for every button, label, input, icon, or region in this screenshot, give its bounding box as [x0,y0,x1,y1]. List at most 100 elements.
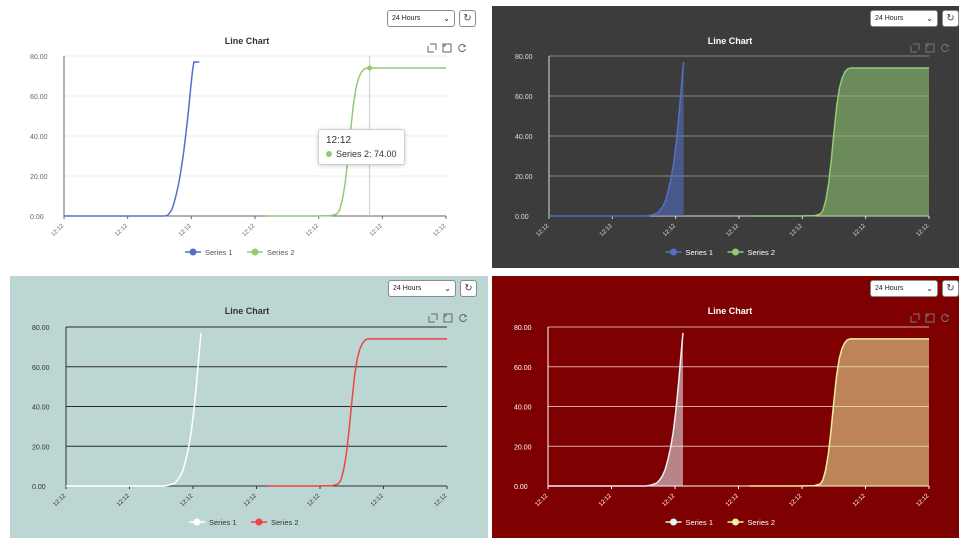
chevron-down-icon: ⌄ [444,284,451,293]
restore-icon [941,314,950,323]
tooltip-value: Series 2: 74.00 [336,149,397,159]
time-range-label: 24 Hours [393,285,422,292]
series-line-1 [548,332,684,487]
series-line-1 [66,332,202,487]
y-tick-label: 20.00 [32,444,50,451]
restore-icon [459,314,468,323]
legend-marker [732,248,739,256]
zoom-reset-tool[interactable] [443,310,453,328]
series-line-2 [267,338,447,487]
zoom-icon [910,313,920,323]
series-area-2 [749,338,929,486]
x-tick-label: 12:12 [852,493,867,508]
legend-item-series-1[interactable]: Series 1 [665,518,714,527]
refresh-button[interactable]: ↻ [942,280,959,297]
x-tick-label: 12:12 [114,223,129,238]
legend-label: Series 1 [686,248,714,257]
time-range-select[interactable]: 24 Hours ⌄ [388,280,456,297]
x-tick-label: 12:12 [916,223,931,238]
restore-tool[interactable] [458,310,468,328]
legend-marker [193,518,201,526]
toolbox [427,40,467,58]
tooltip-time: 12:12 [326,135,352,146]
y-tick-label: 40.00 [514,405,532,412]
x-tick-label: 12:12 [369,223,384,238]
zoom-reset-tool[interactable] [925,310,935,328]
chevron-down-icon: ⌄ [926,14,933,23]
time-range-select[interactable]: 24 Hours ⌄ [870,280,938,297]
legend-label: Series 1 [205,248,233,257]
y-tick-label: 80.00 [30,54,48,61]
x-tick-label: 12:12 [599,223,614,238]
legend-label: Series 2 [748,248,776,257]
zoom-tool[interactable] [428,310,438,328]
toolbox [910,310,950,328]
legend-item-series-2[interactable]: Series 2 [727,518,776,527]
y-tick-label: 40.00 [515,134,533,141]
zoom-reset-tool[interactable] [925,40,935,58]
y-tick-label: 20.00 [30,174,48,181]
chart-panel-red: 24 Hours ⌄ ↻ Line Chart 0.00 20.00 40.00 60.00 8… [492,276,959,538]
y-tick-label: 0.00 [32,484,46,491]
series-line-2 [749,67,929,217]
zoom-icon [427,43,437,53]
restore-tool[interactable] [940,40,950,58]
x-tick-label: 12:12 [307,493,322,508]
series-line-1 [549,61,685,217]
zoom-tool[interactable] [910,40,920,58]
time-range-select[interactable]: 24 Hours ⌄ [387,10,455,27]
legend-label: Series 1 [209,518,237,527]
y-tick-label: 60.00 [514,365,532,372]
chart-controls: 24 Hours ⌄ ↻ [870,10,959,27]
zoom-icon [910,43,920,53]
x-tick-label: 12:12 [178,223,193,238]
y-tick-label: 80.00 [32,325,50,332]
chart-panel-teal: 24 Hours ⌄ ↻ Line Chart 0.00 20.00 40.00 60.00 8… [10,276,488,538]
legend-marker [255,518,263,526]
refresh-button[interactable]: ↻ [459,10,476,27]
x-tick-label: 12:12 [598,493,613,508]
zoom-reset-icon [443,313,453,323]
legend-label: Series 2 [267,248,295,257]
legend-marker [251,248,259,256]
restore-tool[interactable] [940,310,950,328]
x-tick-label: 12:12 [535,493,550,508]
legend-item-series-2[interactable]: Series 2 [251,518,299,527]
x-tick-label: 12:12 [662,223,677,238]
series-line-1 [64,61,200,217]
y-tick-label: 80.00 [515,54,533,61]
tooltip-series-dot [326,151,332,157]
x-tick-label: 12:12 [789,493,804,508]
zoom-tool[interactable] [427,40,437,58]
y-tick-label: 0.00 [515,214,529,221]
series-line-2 [749,338,929,487]
restore-icon [458,44,467,53]
x-tick-label: 12:12 [726,223,741,238]
zoom-reset-tool[interactable] [442,40,452,58]
legend-item-series-2[interactable]: Series 2 [247,248,295,257]
zoom-reset-icon [925,43,935,53]
chart-title: Line Chart [708,36,753,46]
x-tick-label: 12:12 [916,493,931,508]
zoom-tool[interactable] [910,310,920,328]
chart-tooltip: 12:12 Series 2: 74.00 [318,129,405,165]
legend-marker [732,518,739,526]
series-area-1 [549,62,684,216]
toolbox [910,40,950,58]
refresh-button[interactable]: ↻ [460,280,477,297]
chart-title: Line Chart [225,36,270,46]
legend-item-series-1[interactable]: Series 1 [665,248,714,257]
zoom-icon [428,313,438,323]
restore-tool[interactable] [457,40,467,58]
time-range-select[interactable]: 24 Hours ⌄ [870,10,938,27]
legend-item-series-1[interactable]: Series 1 [189,518,237,527]
y-tick-label: 0.00 [514,484,528,491]
x-tick-label: 12:12 [852,223,867,238]
refresh-button[interactable]: ↻ [942,10,959,27]
zoom-reset-icon [925,313,935,323]
legend-item-series-2[interactable]: Series 2 [727,248,776,257]
legend-item-series-1[interactable]: Series 1 [185,248,233,257]
